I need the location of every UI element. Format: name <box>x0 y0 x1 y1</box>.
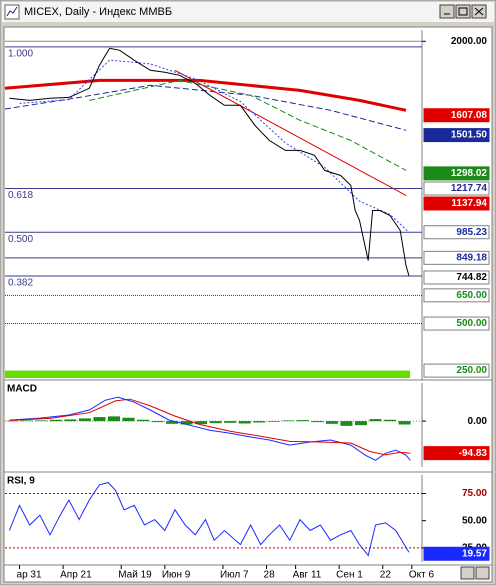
histogram-bar <box>6 420 19 422</box>
price-marker-box <box>423 316 490 331</box>
histogram-bar <box>253 421 266 423</box>
series-line <box>8 482 410 557</box>
histogram-bar <box>311 421 324 423</box>
price-marker-box <box>423 250 490 265</box>
x-tick-label: Июн 9 <box>162 570 191 581</box>
level-label: 1.000 <box>8 49 33 60</box>
window-title: MICEX, Daily - Индекс ММВБ <box>24 6 172 18</box>
y-tick-label: 0.00 <box>468 416 488 427</box>
window-icon-glyph <box>6 6 18 17</box>
price-marker-box <box>423 446 490 461</box>
histogram-bar <box>151 421 164 423</box>
price-marker-label: 1607.08 <box>451 110 488 121</box>
series-line <box>4 78 407 112</box>
x-tick-label: Окт 6 <box>409 570 435 581</box>
pane-title: RSI, 9 <box>7 476 35 487</box>
histogram-bar <box>354 421 367 426</box>
series-line <box>19 59 410 233</box>
x-tick-label: 28 <box>264 570 276 581</box>
price-marker-label: -94.83 <box>459 448 488 459</box>
x-tick-label: Май 19 <box>118 570 152 581</box>
price-marker-label: 250.00 <box>456 365 487 376</box>
y-tick-label: 2000.00 <box>451 36 488 47</box>
x-tick-label: Авг 11 <box>293 570 322 581</box>
price-marker-label: 500.00 <box>456 318 487 329</box>
price-marker-box <box>423 196 490 211</box>
histogram-bar <box>267 421 280 422</box>
x-tick-label: 22 <box>380 570 392 581</box>
price-marker-box <box>423 546 490 561</box>
price-marker-label: 1298.02 <box>451 168 488 179</box>
price-marker-box <box>423 363 490 378</box>
series-line <box>9 396 411 461</box>
close-glyph <box>474 7 484 16</box>
x-tick-label: Апр 21 <box>60 570 92 581</box>
series-line <box>9 47 410 276</box>
time-axis <box>3 564 493 583</box>
price-marker-box <box>423 108 490 123</box>
histogram-bar <box>122 417 135 422</box>
minimize-button[interactable] <box>439 4 455 19</box>
histogram-bar <box>282 420 295 422</box>
series-line <box>89 79 407 171</box>
histogram-bar <box>35 420 48 422</box>
histogram-bar <box>78 418 91 422</box>
price-marker-label: 849.18 <box>456 252 487 263</box>
histogram-bar <box>384 419 397 422</box>
price-marker-box <box>423 181 490 196</box>
histogram-bar <box>340 421 353 426</box>
histogram-bar <box>137 419 150 422</box>
x-tick-label: Июл 7 <box>220 570 249 581</box>
histogram-bar <box>398 421 411 425</box>
pane-title: MACD <box>7 384 37 395</box>
price-marker-box <box>423 128 490 143</box>
series-line <box>174 69 407 196</box>
histogram-bar <box>93 417 106 422</box>
price-marker-label: 650.00 <box>456 290 487 301</box>
price-marker-label: 1217.74 <box>451 183 488 194</box>
price-marker-label: 1137.94 <box>451 198 487 209</box>
x-tick-label: ар 31 <box>17 570 42 581</box>
maximize-button[interactable] <box>455 4 471 19</box>
histogram-bar <box>107 416 120 422</box>
price-marker-label: 1501.50 <box>451 130 488 141</box>
y-tick-label: 75.00 <box>462 488 487 499</box>
plot-layer: 1.000 0.618 0.500 0.382 2000.00 1607.08 1501.5… <box>4 30 492 581</box>
chart-area <box>3 26 493 566</box>
x-tick-label: Сен 1 <box>336 570 363 581</box>
price-marker-box <box>423 270 490 285</box>
title-bar <box>2 2 494 22</box>
histogram-bar <box>20 420 33 422</box>
histogram-bar <box>49 419 62 422</box>
price-marker-label: 19.57 <box>462 548 487 559</box>
y-tick-label: 50.00 <box>462 515 487 526</box>
level-label: 0.500 <box>8 234 33 245</box>
histogram-bar <box>238 421 251 424</box>
level-label: 0.382 <box>8 278 33 289</box>
histogram-bar <box>64 419 77 422</box>
histogram-bar <box>325 421 338 424</box>
histogram-bar <box>180 421 193 425</box>
level-label: 0.618 <box>8 190 33 201</box>
price-marker-box <box>423 166 490 181</box>
price-marker-label: 744.82 <box>456 272 487 283</box>
price-marker-box <box>423 225 490 240</box>
maximize-glyph <box>458 7 468 16</box>
histogram-bar <box>369 419 382 422</box>
series-line <box>4 84 407 131</box>
price-marker-box <box>423 288 490 303</box>
histogram-bar <box>209 421 222 424</box>
series-line <box>9 398 411 456</box>
level-band <box>5 370 410 378</box>
scroll-button[interactable] <box>460 566 475 580</box>
histogram-bar <box>195 421 208 425</box>
price-marker-label: 985.23 <box>456 227 487 238</box>
histogram-bar <box>166 421 179 424</box>
histogram-bar <box>296 420 309 422</box>
histogram-bar <box>224 421 237 423</box>
scroll-button[interactable] <box>475 566 490 580</box>
